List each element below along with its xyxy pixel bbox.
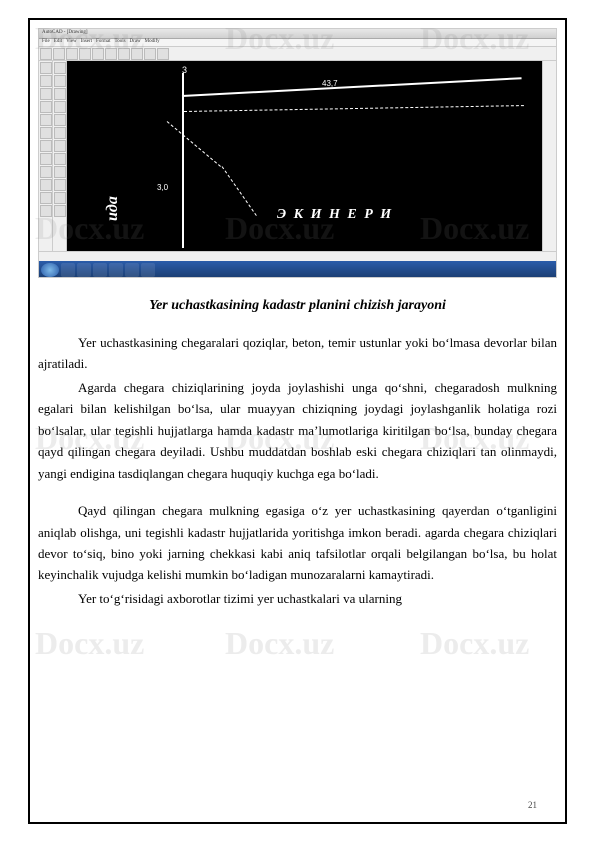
cad-left-toolbar-2 [53,61,67,251]
toolbar-icon[interactable] [131,48,143,60]
cad-canvas[interactable]: 3 43,7 ида 3,0 Э К И Н Е Р И [67,61,542,251]
taskbar-icon[interactable] [93,263,107,277]
toolbar-icon[interactable] [54,114,66,126]
toolbar-icon[interactable] [40,75,52,87]
windows-taskbar [39,261,556,278]
toolbar-icon[interactable] [79,48,91,60]
toolbar-icon[interactable] [54,153,66,165]
toolbar-icon[interactable] [40,179,52,191]
toolbar-icon[interactable] [40,127,52,139]
cad-left-toolbar [39,61,53,251]
taskbar-icon[interactable] [141,263,155,277]
toolbar-icon[interactable] [40,88,52,100]
cad-menubar: File Edit View Insert Format Tools Draw … [39,39,556,47]
toolbar-icon[interactable] [40,48,52,60]
toolbar-icon[interactable] [54,192,66,204]
menu-item[interactable]: Tools [115,39,126,46]
canvas-measurement: 3,0 [157,183,168,192]
cad-titlebar: AutoCAD - [Drawing] [39,29,556,39]
figure-caption: Yer uchastkasining kadastr planini chizi… [38,298,557,314]
body-paragraph: Yer uchastkasining chegaralari qoziqlar,… [38,332,557,375]
cad-toolbar-top [39,47,556,61]
toolbar-icon[interactable] [118,48,130,60]
page-content: AutoCAD - [Drawing] File Edit View Inser… [38,28,557,814]
toolbar-icon[interactable] [54,62,66,74]
menu-item[interactable]: View [66,39,77,46]
toolbar-icon[interactable] [66,48,78,60]
taskbar-icon[interactable] [61,263,75,277]
toolbar-icon[interactable] [53,48,65,60]
toolbar-icon[interactable] [54,205,66,217]
toolbar-icon[interactable] [54,140,66,152]
toolbar-icon[interactable] [54,88,66,100]
body-paragraph: Yer toʻgʻrisidagi axborotlar tizimi yer … [38,588,557,609]
canvas-dashed-line [167,121,221,167]
menu-item[interactable]: Insert [81,39,92,46]
toolbar-icon[interactable] [40,205,52,217]
toolbar-icon[interactable] [157,48,169,60]
cad-statusbar [39,251,556,261]
body-paragraph: Qayd qilingan chegara mulkning egasiga o… [38,500,557,586]
canvas-vertical-text: ида [104,196,122,221]
cad-screenshot: AutoCAD - [Drawing] File Edit View Inser… [38,28,557,278]
toolbar-icon[interactable] [40,62,52,74]
canvas-dashed-line [222,166,257,216]
toolbar-icon[interactable] [40,101,52,113]
toolbar-icon[interactable] [54,179,66,191]
menu-item[interactable]: File [42,39,50,46]
canvas-horizontal-line [182,77,522,97]
menu-item[interactable]: Format [96,39,110,46]
toolbar-icon[interactable] [92,48,104,60]
toolbar-icon[interactable] [40,166,52,178]
taskbar-icon[interactable] [125,263,139,277]
cad-body: 3 43,7 ида 3,0 Э К И Н Е Р И [39,61,556,251]
cad-right-toolbar [542,61,556,251]
toolbar-icon[interactable] [54,166,66,178]
body-paragraph: Agarda chegara chiziqlarining joyda joyl… [38,377,557,484]
toolbar-icon[interactable] [105,48,117,60]
toolbar-icon[interactable] [40,114,52,126]
start-button[interactable] [41,263,59,277]
toolbar-icon[interactable] [54,101,66,113]
menu-item[interactable]: Draw [130,39,141,46]
toolbar-icon[interactable] [40,140,52,152]
toolbar-icon[interactable] [40,192,52,204]
canvas-dashed-line [184,105,524,112]
taskbar-icon[interactable] [77,263,91,277]
canvas-vertical-line [182,73,184,248]
menu-item[interactable]: Modify [145,39,160,46]
toolbar-icon[interactable] [144,48,156,60]
toolbar-icon[interactable] [40,153,52,165]
toolbar-icon[interactable] [54,127,66,139]
toolbar-icon[interactable] [54,75,66,87]
page-number: 21 [528,800,537,810]
taskbar-icon[interactable] [109,263,123,277]
canvas-bottom-text: Э К И Н Е Р И [277,207,393,223]
menu-item[interactable]: Edit [54,39,62,46]
